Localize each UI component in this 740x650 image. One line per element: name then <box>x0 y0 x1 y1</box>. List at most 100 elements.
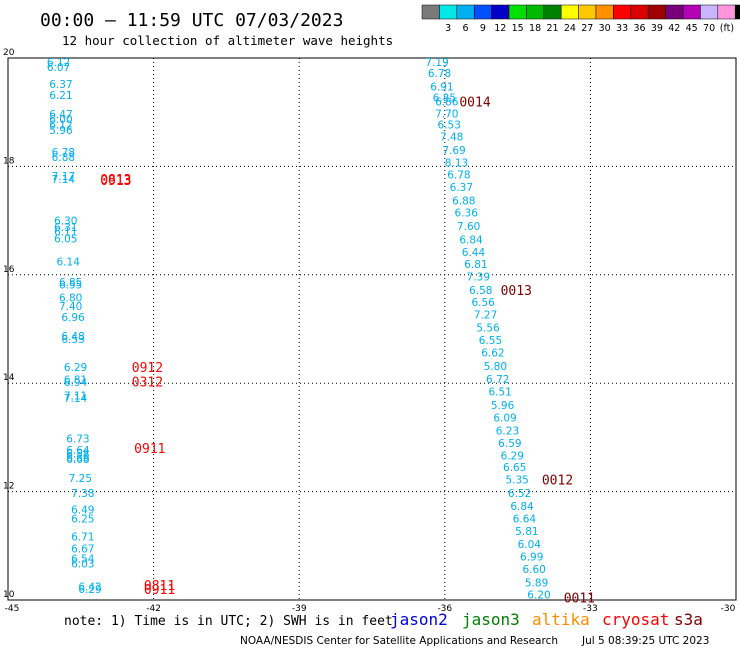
wave-height-value: 6.91 <box>430 82 453 94</box>
wave-height-value: 7.14 <box>64 393 88 405</box>
satellite-legend-altika: altika <box>532 610 590 629</box>
wave-height-value: 6.88 <box>52 152 75 164</box>
footer-note: note: 1) Time is in UTC; 2) SWH is in fe… <box>64 614 393 629</box>
time-mark-label: 0913 <box>100 174 131 189</box>
color-scale-swatch <box>595 4 614 20</box>
wave-height-value: 6.84 <box>459 235 483 247</box>
satellite-legend-s3a: s3a <box>674 610 703 629</box>
color-scale-swatch <box>647 4 666 20</box>
color-scale-swatch <box>439 4 458 20</box>
wave-height-value: 6.44 <box>462 247 486 259</box>
wave-height-value: 6.99 <box>520 552 543 564</box>
wave-height-value: 6.96 <box>61 312 85 324</box>
y-tick-label: 18 <box>3 156 15 166</box>
wave-height-value: 6.29 <box>78 584 101 596</box>
wave-height-value: 6.67 <box>71 544 94 556</box>
color-scale-swatch <box>421 4 440 20</box>
wave-height-value: 6.48 <box>61 331 84 343</box>
wave-height-value: 6.94 <box>64 377 88 389</box>
wave-height-value: 6.12 <box>49 120 72 132</box>
wave-height-value: 6.14 <box>57 256 81 268</box>
time-mark-label: 0912 <box>132 361 163 376</box>
generated-timestamp: Jul 5 08:39:25 UTC 2023 <box>581 635 709 647</box>
wave-height-value: 6.37 <box>450 182 473 194</box>
color-scale-swatch <box>734 4 740 20</box>
wave-height-value: 7.69 <box>442 145 465 157</box>
plot-frame <box>7 57 737 601</box>
x-tick-label: -33 <box>583 604 598 614</box>
time-mark-label: 0911 <box>134 442 165 457</box>
y-tick-label: 16 <box>3 265 15 275</box>
color-scale-label: 27 <box>581 23 593 34</box>
satellite-legend-cryosat: cryosat <box>602 610 669 629</box>
time-mark-label: 0811 <box>144 579 175 594</box>
wave-height-value: 6.78 <box>447 170 470 182</box>
color-scale-label: 70 <box>703 23 715 34</box>
color-scale-label: 30 <box>599 23 611 34</box>
wave-height-value: 6.58 <box>66 449 89 461</box>
wave-height-value: 6.00 <box>49 114 72 126</box>
x-tick-label: -36 <box>437 604 452 614</box>
wave-height-value: 6.23 <box>496 425 519 437</box>
time-marks: 0014001300120011081309130912031209110811… <box>100 95 595 606</box>
color-scale-swatch <box>578 4 597 20</box>
wave-height-value: 6.11 <box>54 226 77 238</box>
wave-height-value: 6.56 <box>66 452 90 464</box>
time-mark-label: 0014 <box>459 95 490 110</box>
wave-height-value: 7.40 <box>59 301 82 313</box>
wave-height-value: 6.55 <box>479 335 502 347</box>
wave-height-value: 5.89 <box>525 578 548 590</box>
wave-height-value: 7.27 <box>474 309 497 321</box>
wave-height-value: 6.29 <box>501 450 524 462</box>
wave-height-value: 5.96 <box>49 125 73 137</box>
color-scale-label: 21 <box>546 23 558 34</box>
color-scale-label: 39 <box>651 23 663 34</box>
y-tick-label: 20 <box>3 48 15 58</box>
wave-height-value: 6.51 <box>488 386 511 398</box>
wave-height-value: 6.03 <box>71 559 94 571</box>
color-scale-swatch <box>473 4 492 20</box>
wave-height-value: 7.60 <box>457 221 480 233</box>
chart-title: 00:00 – 11:59 UTC 07/03/2023 <box>40 10 343 31</box>
wave-height-value: 6.72 <box>486 374 509 386</box>
wave-height-value: 5.81 <box>515 526 538 538</box>
wave-height-value: 6.86 <box>435 96 459 108</box>
y-tick-label: 14 <box>3 373 15 383</box>
wave-height-value: 6.09 <box>493 412 516 424</box>
wave-height-value: 7.25 <box>69 473 92 485</box>
wave-height-value: 6.52 <box>508 488 531 500</box>
wave-height-value: 7.70 <box>435 108 458 120</box>
satellite-legend-jason2: jason2 <box>390 610 448 629</box>
wave-height-value: 6.85 <box>59 277 82 289</box>
wave-height-value: 6.49 <box>71 504 94 516</box>
wave-height-value: 6.58 <box>469 285 492 297</box>
color-scale-label: 42 <box>668 23 680 34</box>
color-scale-label: 9 <box>480 23 486 34</box>
color-scale-swatch <box>613 4 632 20</box>
wave-height-value: 6.78 <box>52 147 75 159</box>
color-scale-label: 36 <box>633 23 645 34</box>
color-scale-label: 33 <box>616 23 628 34</box>
x-tick-label: -39 <box>292 604 307 614</box>
wave-height-value: 7.19 <box>425 57 448 69</box>
color-scale-swatch <box>543 4 562 20</box>
color-scale-label: 12 <box>494 23 506 34</box>
color-scale-swatch <box>526 4 545 20</box>
wave-height-labels: 6.126.076.376.216.476.006.125.966.786.88… <box>47 57 551 602</box>
color-scale-label: 3 <box>445 23 451 34</box>
color-scale-swatch <box>508 4 527 20</box>
wave-height-value: 7.48 <box>440 132 463 144</box>
wave-height-value: 6.55 <box>59 280 82 292</box>
wave-height-value: 8.13 <box>445 158 468 170</box>
wave-height-value: 6.54 <box>71 553 95 565</box>
wave-height-value: 6.68 <box>66 454 89 466</box>
color-scale-label: 15 <box>512 23 524 34</box>
wave-height-value: 6.84 <box>510 501 534 513</box>
wave-height-value: 6.80 <box>59 293 82 305</box>
wave-height-value: 7.11 <box>64 391 87 403</box>
wave-height-value: 6.64 <box>66 445 90 457</box>
axis-ticks: -45 -42 -39 -36 -33 -30 10 12 14 16 18 20 <box>3 48 736 614</box>
wave-height-value: 6.53 <box>61 334 84 346</box>
